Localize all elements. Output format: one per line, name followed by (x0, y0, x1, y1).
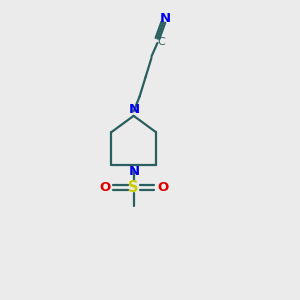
Text: N: N (129, 165, 140, 178)
Text: O: O (157, 181, 168, 194)
Text: N: N (160, 12, 171, 25)
Text: C: C (157, 37, 165, 47)
Text: S: S (128, 180, 139, 195)
Text: N: N (129, 103, 140, 116)
Text: O: O (99, 181, 110, 194)
